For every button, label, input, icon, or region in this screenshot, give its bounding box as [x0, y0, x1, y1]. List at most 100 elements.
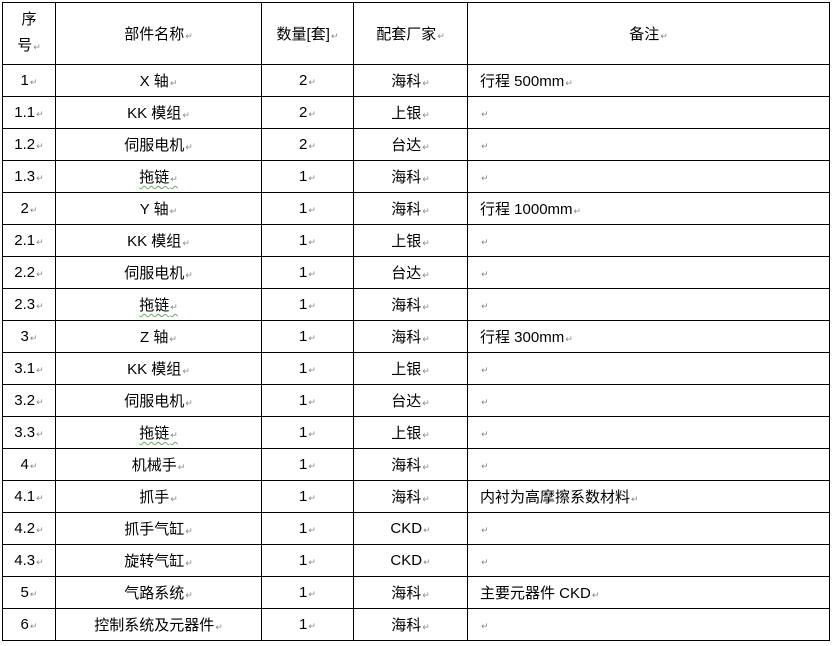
cell-vendor: 上银 — [353, 96, 468, 129]
cell-vendor-text: 台达 — [391, 265, 430, 282]
cell-vendor: 上银 — [353, 352, 468, 385]
cell-seq: 2.1 — [2, 224, 56, 257]
header-seq: 序号 — [2, 2, 56, 65]
cell-note — [467, 128, 830, 161]
cell-qty: 1 — [261, 512, 354, 545]
cell-note — [467, 384, 830, 417]
cell-seq-text: 1.1 — [14, 104, 43, 121]
cell-name-text: X 轴 — [140, 73, 178, 90]
cell-note — [467, 224, 830, 257]
header-qty-text: 数量[套] — [277, 26, 339, 43]
cell-name: X 轴 — [55, 64, 262, 97]
cell-name: 伺服电机 — [55, 256, 262, 289]
cell-qty-text: 2 — [299, 104, 316, 121]
cell-note-text — [480, 264, 489, 281]
cell-vendor-text: 台达 — [391, 393, 430, 410]
cell-vendor: 海科 — [353, 576, 468, 609]
cell-seq: 1.3 — [2, 160, 56, 193]
cell-vendor: 台达 — [353, 128, 468, 161]
cell-seq-text: 2.2 — [14, 264, 43, 281]
cell-qty: 1 — [261, 352, 354, 385]
cell-seq: 3 — [2, 320, 56, 353]
cell-note — [467, 160, 830, 193]
cell-name-text: 伺服电机 — [124, 265, 193, 282]
cell-name: 抓手气缸 — [55, 512, 262, 545]
header-vendor: 配套厂家 — [353, 2, 468, 65]
cell-seq-text: 2.1 — [14, 232, 43, 249]
cell-seq: 2 — [2, 192, 56, 225]
cell-name-text: 抓手 — [139, 489, 178, 506]
cell-seq-text: 2.3 — [14, 296, 43, 313]
cell-seq-text: 6 — [21, 616, 38, 633]
header-seq-line2: 号 — [17, 37, 41, 54]
cell-name-text: 旋转气缸 — [124, 553, 193, 570]
cell-vendor: 海科 — [353, 64, 468, 97]
cell-note-text — [480, 296, 489, 313]
cell-seq: 5 — [2, 576, 56, 609]
cell-note-text: 行程 1000mm — [480, 201, 581, 218]
cell-qty: 1 — [261, 320, 354, 353]
cell-vendor-text: 海科 — [391, 297, 430, 314]
table-row: 3.1 KK 模组 1 上银 — [2, 352, 830, 385]
cell-name: 拖链 — [55, 288, 262, 321]
cell-note-text: 内衬为高摩擦系数材料 — [480, 489, 639, 506]
cell-seq: 4.2 — [2, 512, 56, 545]
cell-seq-text: 3.3 — [14, 424, 43, 441]
cell-note — [467, 448, 830, 481]
cell-name: 拖链 — [55, 160, 262, 193]
cell-seq: 4.3 — [2, 544, 56, 577]
table-row: 2.1 KK 模组 1 上银 — [2, 224, 830, 257]
cell-name-text: 抓手气缸 — [124, 521, 193, 538]
table-row: 4.3 旋转气缸 1 CKD — [2, 544, 830, 577]
header-name-text: 部件名称 — [124, 26, 193, 43]
cell-qty: 2 — [261, 64, 354, 97]
cell-name: Y 轴 — [55, 192, 262, 225]
cell-vendor-text: 海科 — [391, 585, 430, 602]
cell-vendor-text: CKD — [390, 520, 430, 537]
table-row: 1.1 KK 模组 2 上银 — [2, 96, 830, 129]
cell-qty: 2 — [261, 96, 354, 129]
table-row: 2.2 伺服电机 1 台达 — [2, 256, 830, 289]
cell-qty-text: 1 — [299, 264, 316, 281]
table-row: 6 控制系统及元器件 1 海科 — [2, 608, 830, 641]
cell-vendor: 海科 — [353, 608, 468, 641]
cell-note — [467, 608, 830, 641]
cell-vendor: CKD — [353, 512, 468, 545]
cell-vendor: 海科 — [353, 288, 468, 321]
cell-vendor: 海科 — [353, 320, 468, 353]
cell-qty-text: 1 — [299, 392, 316, 409]
table-row: 5 气路系统 1 海科 主要元器件 CKD — [2, 576, 830, 609]
cell-note — [467, 512, 830, 545]
cell-name: KK 模组 — [55, 96, 262, 129]
cell-qty: 1 — [261, 192, 354, 225]
cell-qty: 1 — [261, 256, 354, 289]
cell-vendor: 海科 — [353, 192, 468, 225]
cell-name: 气路系统 — [55, 576, 262, 609]
cell-note-text — [480, 168, 489, 185]
table-row: 1 X 轴 2 海科 行程 500mm — [2, 64, 830, 97]
cell-note — [467, 96, 830, 129]
cell-qty-text: 1 — [299, 552, 316, 569]
table-row: 3 Z 轴 1 海科 行程 300mm — [2, 320, 830, 353]
table-row: 2.3 拖链 1 海科 — [2, 288, 830, 321]
cell-note — [467, 416, 830, 449]
cell-vendor-text: 海科 — [391, 73, 430, 90]
cell-vendor-text: 海科 — [391, 169, 430, 186]
cell-vendor-text: 台达 — [391, 137, 430, 154]
cell-name-text: 控制系统及元器件 — [94, 617, 223, 634]
cell-qty-text: 1 — [299, 328, 316, 345]
header-vendor-text: 配套厂家 — [376, 26, 445, 43]
table-row: 4 机械手 1 海科 — [2, 448, 830, 481]
cell-note: 行程 1000mm — [467, 192, 830, 225]
cell-note-text: 行程 300mm — [480, 329, 573, 346]
table-row: 2 Y 轴 1 海科 行程 1000mm — [2, 192, 830, 225]
cell-vendor: 海科 — [353, 160, 468, 193]
cell-vendor-text: CKD — [390, 552, 430, 569]
cell-seq: 1.1 — [2, 96, 56, 129]
cell-vendor-text: 海科 — [391, 457, 430, 474]
cell-name: 控制系统及元器件 — [55, 608, 262, 641]
table-row: 4.2 抓手气缸 1 CKD — [2, 512, 830, 545]
cell-qty: 1 — [261, 288, 354, 321]
cell-vendor: CKD — [353, 544, 468, 577]
